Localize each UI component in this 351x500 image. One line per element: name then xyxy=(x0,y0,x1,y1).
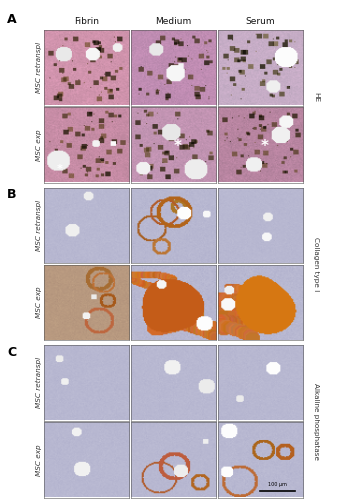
Text: Medium: Medium xyxy=(155,16,192,26)
Text: Collagen type I: Collagen type I xyxy=(313,236,319,291)
Text: MSC exp: MSC exp xyxy=(36,129,42,160)
Text: Fibrin: Fibrin xyxy=(74,16,99,26)
Text: 100 μm: 100 μm xyxy=(268,482,287,487)
Text: *: * xyxy=(261,139,269,154)
Text: *: * xyxy=(174,139,182,154)
Text: MSC exp: MSC exp xyxy=(36,444,42,476)
Text: B: B xyxy=(7,188,16,202)
Text: MSC retranspl: MSC retranspl xyxy=(36,200,42,251)
Text: *: * xyxy=(56,164,62,174)
Text: Serum: Serum xyxy=(246,16,275,26)
Text: HE: HE xyxy=(313,92,319,102)
Text: A: A xyxy=(7,14,16,26)
Text: C: C xyxy=(7,346,16,359)
Text: MSC retranspl: MSC retranspl xyxy=(36,357,42,408)
Text: Alkaline phosphatase: Alkaline phosphatase xyxy=(313,383,319,460)
Text: MSC exp: MSC exp xyxy=(36,286,42,318)
Text: MSC retranspl: MSC retranspl xyxy=(36,42,42,94)
